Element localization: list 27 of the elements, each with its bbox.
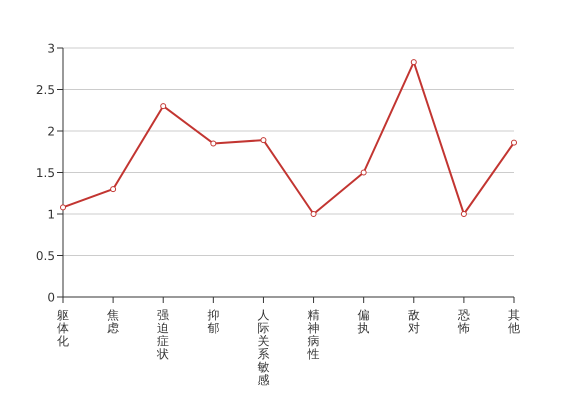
point [260, 137, 266, 144]
point [511, 140, 517, 146]
y-tick-label: 1 [47, 207, 55, 222]
point [460, 211, 467, 217]
point [160, 103, 166, 110]
x-tick-label: 焦虑 [107, 308, 120, 335]
x-tick-label: 恐怖 [456, 308, 470, 335]
point [360, 170, 367, 176]
x-tick-label: 躯体化 [57, 308, 69, 348]
y-tick-label: 2 [47, 124, 55, 138]
point [110, 186, 116, 192]
x-tick-label: 偏执 [358, 308, 370, 335]
x-tick-label: 敌对 [408, 308, 420, 335]
y-tick-label: 2.5 [36, 82, 55, 97]
x-tick-label: 其他 [508, 308, 520, 335]
y-tick-label: 0 [47, 290, 55, 304]
x-tick-label: 精神病性 [306, 308, 320, 361]
point [310, 211, 317, 217]
x-tick-label: 强迫症状 [156, 308, 170, 361]
y-tick-label: 0.5 [36, 248, 55, 263]
point [210, 140, 216, 146]
y-tick-label: 1.5 [36, 166, 55, 180]
x-tick-label: 抑郁 [207, 308, 220, 335]
x-tick-label: 人际关系敏感 [257, 308, 270, 387]
point [60, 204, 66, 210]
point [410, 59, 417, 66]
y-tick-label: 3 [47, 41, 55, 56]
